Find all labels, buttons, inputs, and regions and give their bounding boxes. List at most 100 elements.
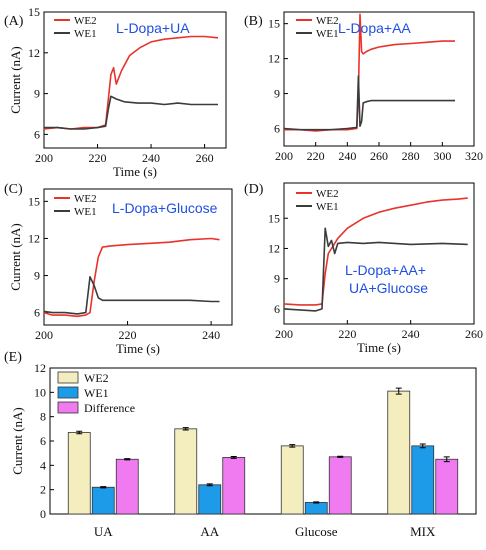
- panel-annotation: L-Dopa+UA: [116, 20, 190, 36]
- plot-frame: [43, 188, 233, 326]
- bar-we1: [411, 445, 435, 515]
- y-tick-label: 12: [268, 52, 280, 66]
- y-tick-label: 15: [28, 5, 40, 19]
- legend-swatch-difference: [57, 401, 79, 414]
- legend-swatch-we2: [57, 371, 79, 384]
- legend-label-we1: WE1: [74, 28, 97, 40]
- y-tick-label: 8: [40, 410, 46, 424]
- y-tick-label: 15: [268, 211, 280, 225]
- category-label: Glucose: [295, 524, 338, 539]
- bar-difference: [222, 457, 246, 515]
- category-label: MIX: [410, 524, 436, 539]
- x-tick-label: 240: [202, 328, 220, 342]
- x-tick-label: 200: [275, 149, 293, 163]
- legend-label-we2: WE2: [84, 371, 109, 385]
- bar-we2: [67, 432, 91, 515]
- panel-label: (C): [4, 182, 23, 197]
- category-label: UA: [94, 524, 113, 539]
- y-tick-label: 12: [34, 361, 46, 375]
- bar-difference: [328, 456, 352, 515]
- error-bar: [206, 483, 213, 487]
- series-line-we1: [283, 75, 455, 131]
- x-tick-label: 220: [89, 151, 107, 165]
- bar-we1: [198, 484, 222, 515]
- legend-label-we1: WE1: [84, 386, 109, 400]
- legend-label-we2: WE2: [74, 15, 97, 27]
- y-tick-label: 2: [40, 483, 46, 497]
- panel-label: (D): [244, 182, 264, 197]
- error-bar: [76, 430, 83, 435]
- panel-annotation: L-Dopa+Glucose: [112, 200, 218, 216]
- panel-a: 200 220 240 260 6 9 12 15 Time (s) Current (nA) WE…: [4, 5, 227, 179]
- x-tick-label: 260: [196, 151, 214, 165]
- plot-frame: [283, 182, 475, 325]
- panel-label: (B): [244, 14, 263, 29]
- panel-c: 200 220 240 6 9 12 15 Time (s) Current (nA) WE2WE…: [4, 182, 233, 356]
- bar-difference: [435, 458, 459, 515]
- x-tick-label: 240: [142, 151, 160, 165]
- y-axis-label: Current (nA): [8, 223, 23, 291]
- panel-annotation-line: L-Dopa+AA+: [345, 262, 426, 278]
- legend-swatch-we1: [57, 386, 79, 399]
- series-line-we1: [283, 227, 468, 312]
- y-tick-label: 0: [40, 507, 46, 521]
- bar-we2: [387, 390, 411, 515]
- legend-label-difference: Difference: [84, 401, 135, 415]
- panel-label: (E): [4, 350, 22, 365]
- bar-difference: [115, 458, 139, 515]
- x-tick-label: 240: [402, 327, 420, 341]
- legend-label-we2: WE2: [316, 188, 339, 200]
- x-tick-label: 300: [433, 149, 451, 163]
- legend-label-we1: WE1: [74, 206, 97, 218]
- error-bar: [100, 486, 107, 489]
- error-bar: [337, 455, 344, 458]
- y-axis-label: Current (nA): [8, 46, 23, 114]
- y-tick-label: 6: [40, 434, 46, 448]
- panel-label: (A): [4, 14, 24, 29]
- plot-frame: [43, 11, 227, 149]
- legend-label-we2: WE2: [74, 193, 97, 205]
- x-tick-label: 220: [307, 149, 325, 163]
- y-axis-label: Current (nA): [10, 407, 25, 475]
- error-bar: [313, 501, 320, 504]
- x-tick-label: 200: [35, 151, 53, 165]
- error-bar: [443, 456, 450, 463]
- y-tick-label: 9: [274, 272, 280, 286]
- x-tick-label: 240: [338, 149, 356, 163]
- bar-we2: [174, 428, 198, 515]
- panel-annotation-line: UA+Glucose: [349, 280, 428, 296]
- error-bar: [124, 458, 131, 461]
- x-axis-label: Time (s): [116, 341, 160, 356]
- x-tick-label: 220: [338, 327, 356, 341]
- x-tick-label: 220: [119, 328, 137, 342]
- y-tick-label: 12: [268, 241, 280, 255]
- x-axis-label: Time (s): [113, 164, 157, 179]
- y-tick-label: 12: [28, 231, 40, 245]
- y-tick-label: 15: [28, 194, 40, 208]
- series-line-we1: [43, 275, 220, 315]
- x-axis-label: Time (s): [357, 340, 401, 355]
- error-bar: [182, 427, 189, 431]
- legend-label-we2: WE2: [316, 15, 339, 27]
- x-tick-label: 200: [275, 327, 293, 341]
- error-bar: [419, 443, 426, 449]
- bar-we1: [304, 502, 328, 515]
- y-tick-label: 15: [268, 17, 280, 31]
- panel-annotation: L-Dopa+AA: [338, 20, 411, 36]
- series-line-we2: [43, 35, 219, 130]
- x-tick-label: 200: [35, 328, 53, 342]
- series-line-we2: [43, 237, 220, 318]
- y-tick-label: 6: [274, 122, 280, 136]
- series-line-we1: [44, 95, 218, 130]
- x-tick-label: 260: [465, 327, 483, 341]
- y-tick-label: 6: [274, 302, 280, 316]
- y-tick-label: 9: [274, 87, 280, 101]
- x-tick-label: 320: [465, 149, 483, 163]
- error-bar: [395, 387, 402, 395]
- y-tick-label: 12: [28, 46, 40, 60]
- y-tick-label: 9: [34, 87, 40, 101]
- error-bar: [230, 455, 237, 459]
